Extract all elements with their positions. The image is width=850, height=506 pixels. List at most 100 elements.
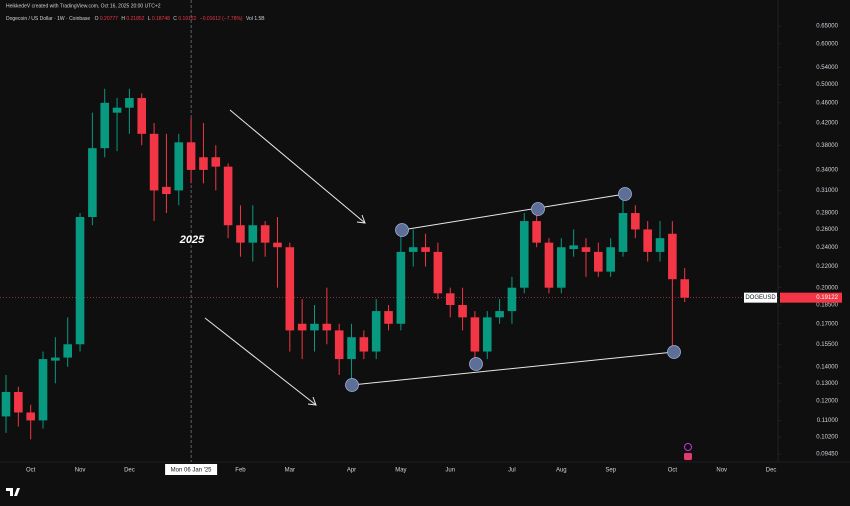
x-tick-label: Sep [605,468,616,474]
candle-body [285,247,295,331]
x-tick-label: May [395,468,406,474]
ohlc-label: C [173,16,177,22]
trendline [351,351,675,386]
candle-body [371,311,381,352]
y-tick-label: 0.09450 [816,452,838,458]
candle-body [1,392,11,417]
candle-body [396,251,406,324]
drawings [204,109,681,406]
ohlc-label: O [95,16,99,22]
arrow [204,317,317,406]
calendar-icon[interactable] [684,453,692,460]
logo-mark [6,488,20,496]
x-tick-label: Nov [75,468,86,474]
y-tick-label: 0.34000 [816,167,838,173]
candle-body [594,251,603,272]
candle-body [199,157,208,170]
candle-body [408,247,418,252]
candle-body [162,186,171,195]
candle-body [125,98,134,108]
y-tick-label: 0.31000 [816,188,838,194]
arrow [229,109,366,224]
ohlc-value: 0.20777 [100,16,118,22]
x-tick-label: Dec [766,468,777,474]
change: −0.01612 (−7.78%) [200,16,243,22]
candle-body [174,142,184,191]
x-tick-label: Nov [716,468,727,474]
ohlc-label: H [121,16,125,22]
y-tick-label: 0.50000 [816,82,838,88]
event-icon[interactable] [684,443,692,451]
pivot-marker [667,345,681,359]
candle-body [26,412,35,421]
y-tick-label: 0.17000 [816,321,838,327]
candle-body [557,247,566,288]
candle-body [248,225,258,243]
trendline [401,193,626,231]
y-tick-label: 0.20000 [816,285,838,291]
candle-body [507,287,517,312]
pivot-marker [469,357,483,371]
x-tick-label: Apr [347,468,356,474]
x-tick-label: Jun [445,468,455,474]
legend-line: Dogecoin / US Dollar · 1W · Coinbase O 0… [6,16,265,22]
candle-body [680,279,689,298]
candle-body [334,330,344,360]
x-tick-label: Aug [556,468,567,474]
candle-body [544,242,554,288]
candle-body [273,242,282,248]
x-tick-label: Dec [124,468,135,474]
candle-body [63,344,72,358]
candle-body [359,337,369,352]
x-tick-label: Mon 06 Jan '25 [171,468,213,474]
ohlc-value: 0.18748 [152,16,170,22]
volume: Vol 1.5B [246,16,265,22]
event-icons [684,443,692,460]
candle-body [421,247,430,252]
crosshair-label-bg [165,464,218,475]
y-tick-label: 0.10200 [816,435,838,441]
arrow-head [307,396,317,406]
candle-body [631,213,640,230]
candle-body [606,247,615,272]
candle-body [51,357,60,361]
y-tick-label: 0.13000 [816,381,838,387]
y-tick-label: 0.18500 [816,303,838,309]
arrow-head [356,214,366,224]
y-tick-label: 0.54000 [816,65,838,71]
ohlc-label: L [148,16,151,22]
y-tick-label: 0.46000 [816,100,838,106]
candle-body [75,217,85,345]
symbol-tag: DOGEUSD [745,295,776,301]
y-tick-label: 0.65000 [816,24,838,30]
x-tick-label: Feb [235,468,246,474]
candle-body [470,317,480,352]
logo [6,488,20,496]
candle-body [14,392,23,413]
x-tick-label: Oct [26,468,36,474]
candle-body [668,233,677,280]
symbol: Dogecoin / US Dollar · 1W · Coinbase [6,16,90,22]
candle-body [519,221,529,288]
ohlc-value: 0.19122 [178,16,196,22]
candle-body [310,323,319,331]
y-tick-label: 0.28000 [816,211,838,217]
candle-body [38,359,48,421]
candle-body [137,98,147,134]
candle-body [445,293,455,306]
pivot-marker [345,378,359,392]
candle-body [88,148,97,218]
candle-body [643,229,652,252]
candle-body [211,157,221,167]
ohlc-value: 0.21852 [126,16,144,22]
candle-body [100,102,110,149]
y-tick-label: 0.22000 [816,264,838,270]
candle-body [458,305,467,318]
credit: HeikkedeV created with TradingView.com, … [6,3,161,9]
price-tag: 0.19122 [816,295,838,301]
candle-body [655,238,665,252]
y-tick-label: 0.14000 [816,364,838,370]
candle-body [495,311,504,318]
candle-body [322,323,332,331]
